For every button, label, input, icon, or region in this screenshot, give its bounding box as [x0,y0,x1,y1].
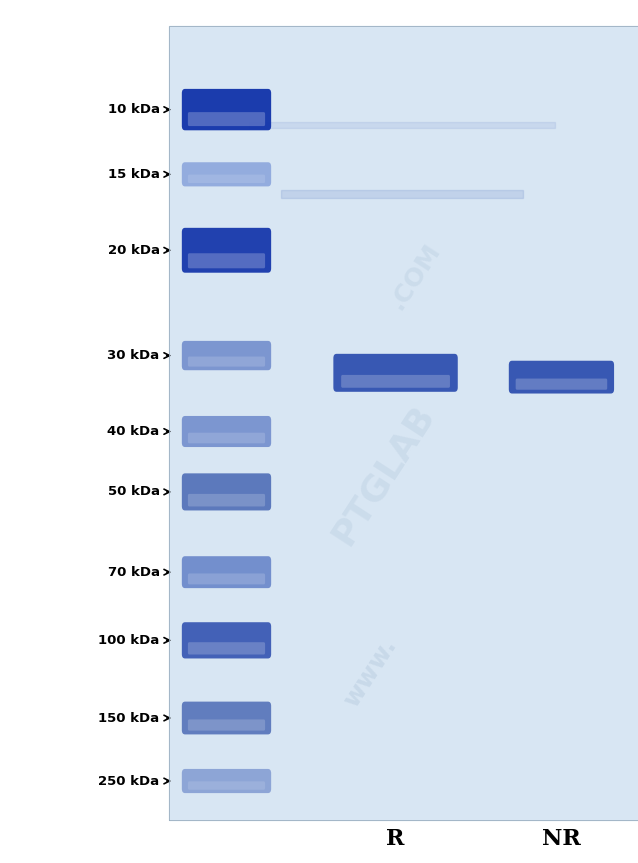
FancyBboxPatch shape [188,432,265,444]
FancyBboxPatch shape [188,781,265,790]
FancyBboxPatch shape [182,769,271,793]
Bar [169,26,638,820]
FancyBboxPatch shape [188,494,265,507]
Text: NR: NR [542,828,581,850]
Text: 15 kDa: 15 kDa [108,167,160,181]
FancyBboxPatch shape [188,574,265,584]
FancyBboxPatch shape [509,361,614,394]
Text: 10 kDa: 10 kDa [107,103,160,117]
FancyBboxPatch shape [182,622,271,658]
FancyBboxPatch shape [182,89,271,130]
Text: 20 kDa: 20 kDa [107,243,160,257]
FancyBboxPatch shape [188,720,265,731]
FancyBboxPatch shape [188,253,265,268]
FancyBboxPatch shape [516,379,607,390]
Text: 150 kDa: 150 kDa [98,711,160,725]
FancyBboxPatch shape [333,354,458,392]
FancyBboxPatch shape [341,375,450,387]
FancyBboxPatch shape [182,474,271,511]
FancyBboxPatch shape [182,228,271,273]
FancyBboxPatch shape [182,341,271,370]
FancyBboxPatch shape [188,642,265,654]
Text: 30 kDa: 30 kDa [107,349,160,362]
Text: 70 kDa: 70 kDa [107,565,160,579]
Bar [249,122,555,128]
Text: 40 kDa: 40 kDa [107,425,160,438]
Text: www.: www. [339,634,401,712]
FancyBboxPatch shape [182,162,271,186]
Bar [281,190,523,198]
Text: PTGLAB: PTGLAB [325,399,440,551]
FancyBboxPatch shape [182,416,271,447]
FancyBboxPatch shape [182,702,271,734]
Text: .COM: .COM [385,239,445,313]
Text: R: R [387,828,404,850]
FancyBboxPatch shape [188,356,265,367]
FancyBboxPatch shape [188,174,265,183]
Text: 100 kDa: 100 kDa [98,633,160,647]
Text: 250 kDa: 250 kDa [98,774,160,788]
Text: 50 kDa: 50 kDa [107,485,160,499]
FancyBboxPatch shape [188,112,265,126]
FancyBboxPatch shape [182,557,271,589]
